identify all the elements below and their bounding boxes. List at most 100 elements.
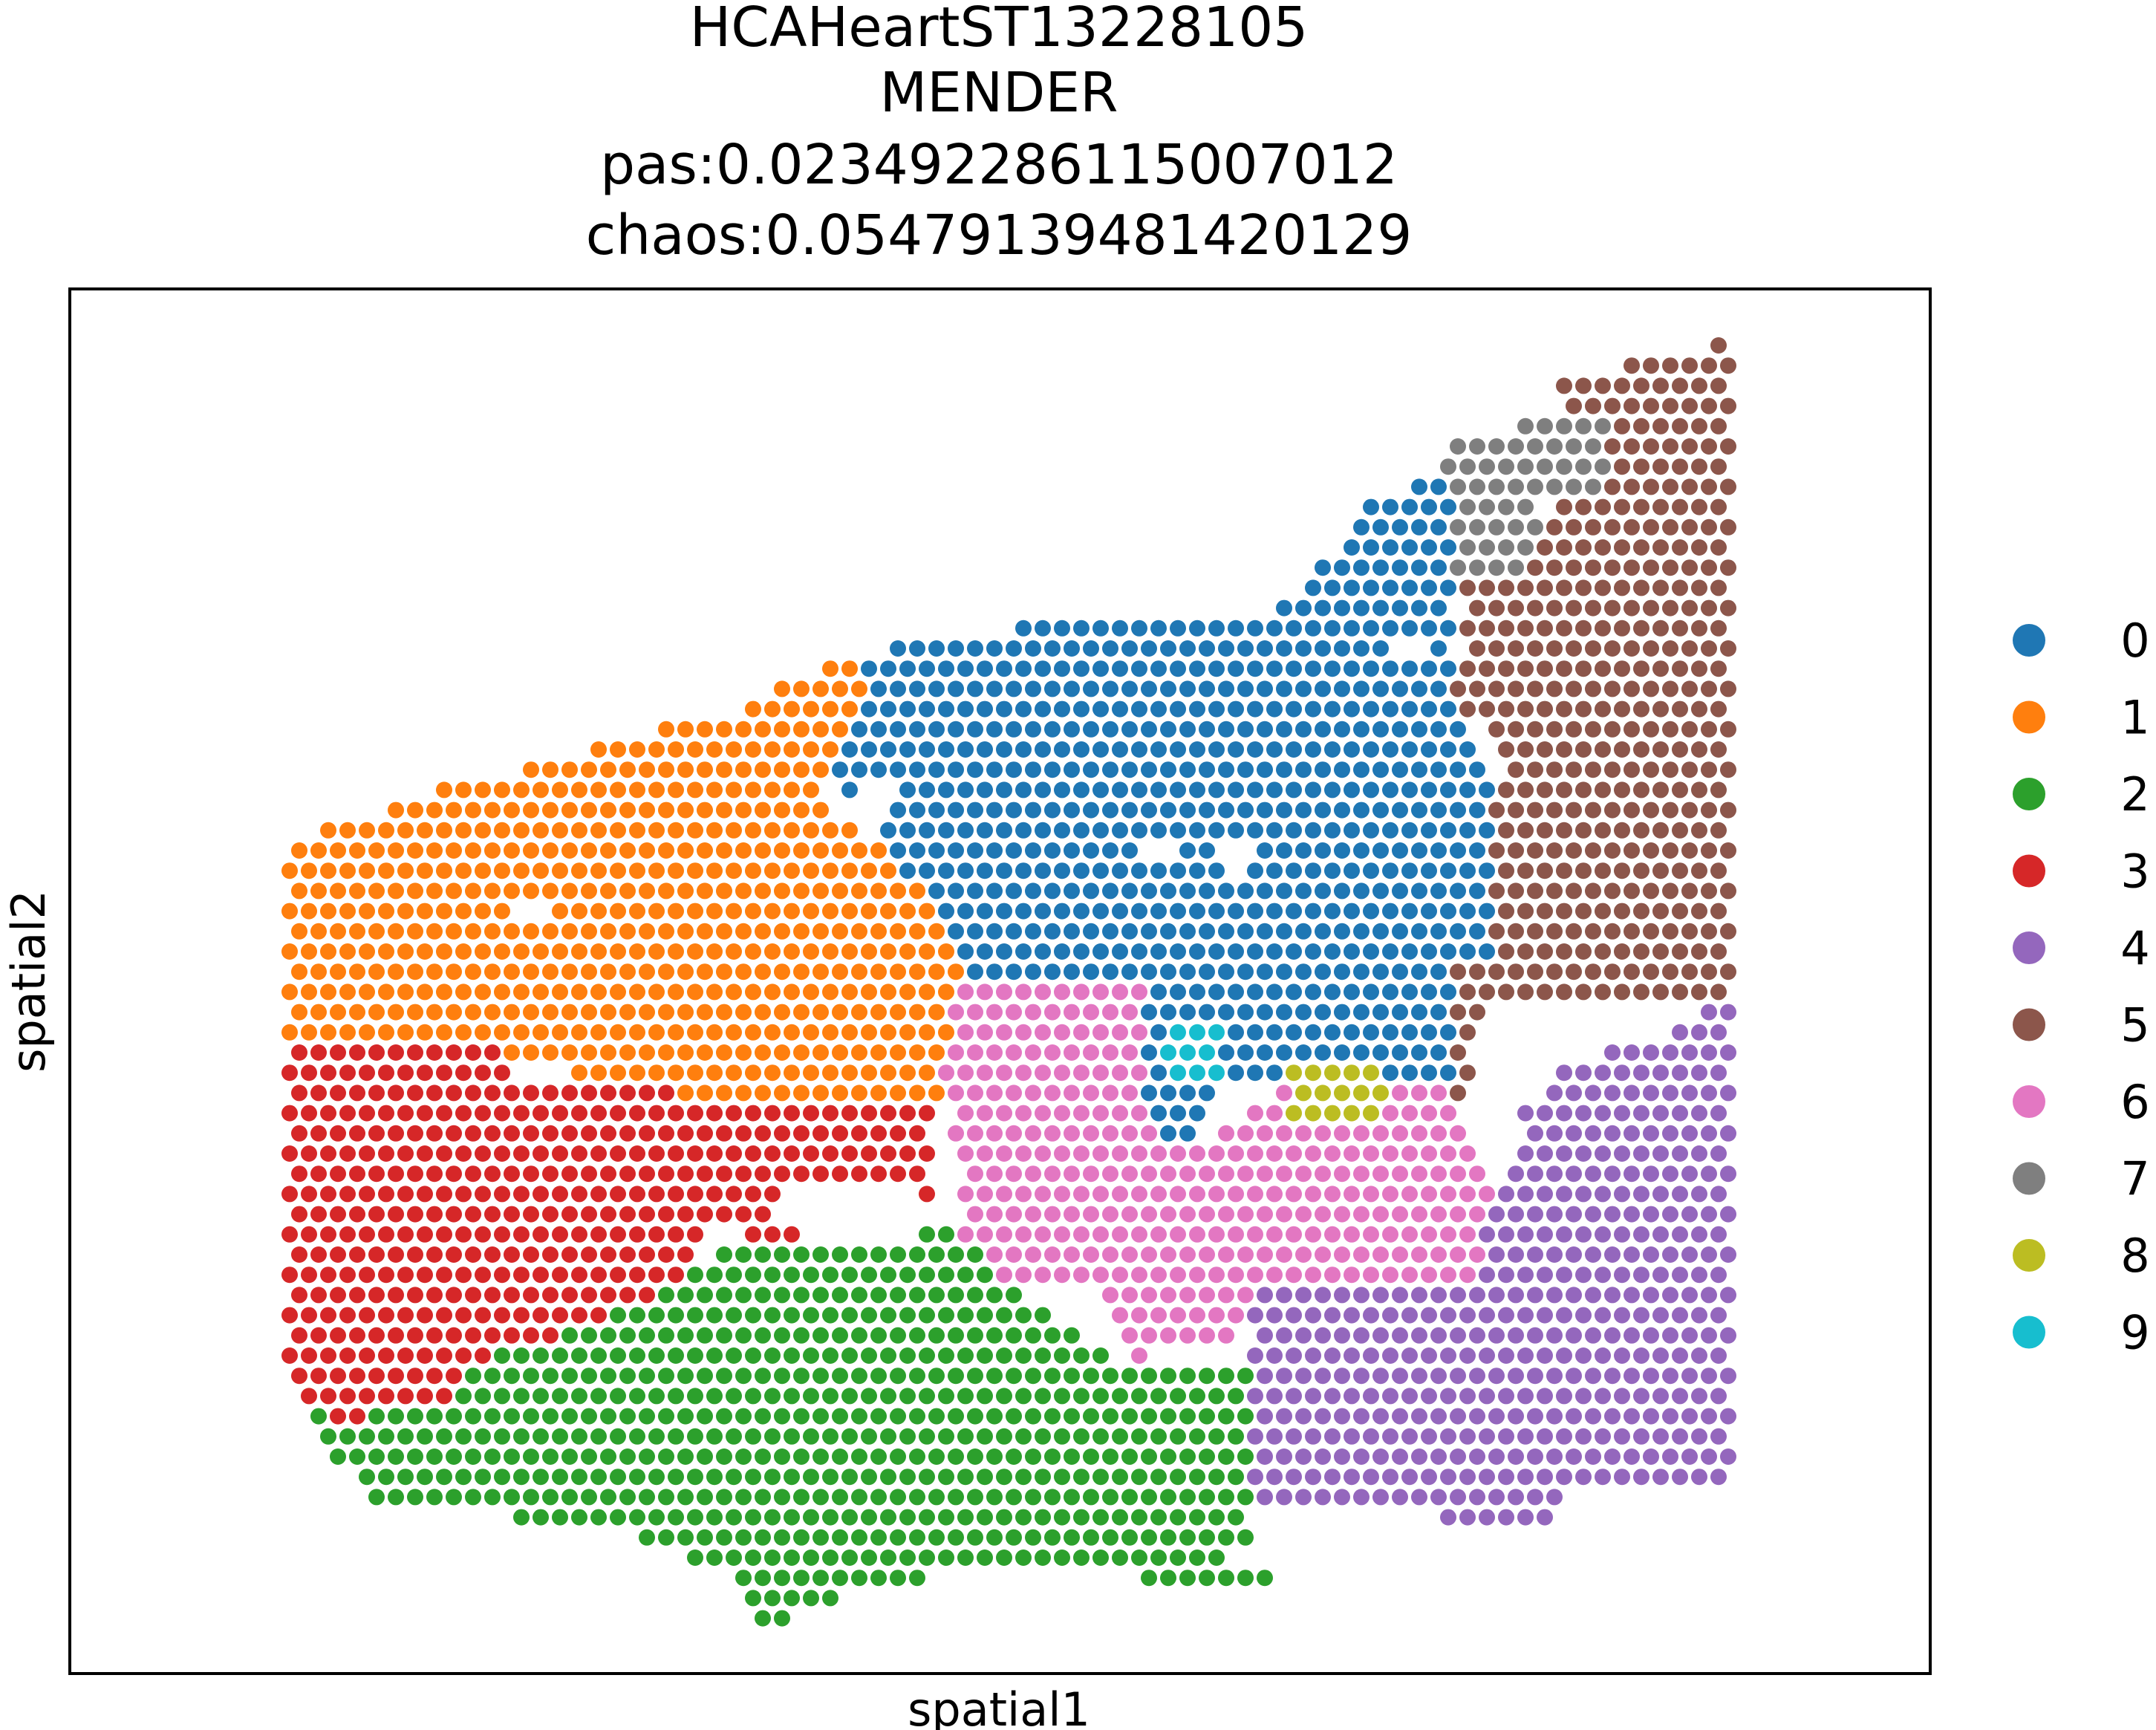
spot-cluster-0 xyxy=(1266,862,1283,879)
spot-cluster-1 xyxy=(417,903,433,920)
spot-cluster-1 xyxy=(561,1044,578,1061)
spot-cluster-5 xyxy=(1633,620,1649,637)
spot-cluster-2 xyxy=(909,1246,925,1263)
spot-cluster-1 xyxy=(610,1024,626,1041)
spot-cluster-5 xyxy=(1672,741,1688,758)
spot-cluster-6 xyxy=(1382,1186,1398,1203)
spot-cluster-2 xyxy=(928,1408,945,1425)
spot-cluster-5 xyxy=(1701,478,1717,495)
spot-cluster-0 xyxy=(1044,842,1061,859)
spot-cluster-5 xyxy=(1604,923,1621,940)
spot-cluster-0 xyxy=(1092,862,1109,879)
spot-cluster-5 xyxy=(1691,822,1707,839)
spot-cluster-3 xyxy=(658,1246,674,1263)
spot-cluster-2 xyxy=(1160,1529,1176,1546)
spot-cluster-5 xyxy=(1546,842,1563,859)
spot-cluster-6 xyxy=(996,983,1012,1001)
spot-cluster-0 xyxy=(1353,963,1370,981)
spot-cluster-1 xyxy=(581,1044,597,1061)
spot-cluster-5 xyxy=(1556,943,1572,960)
spot-cluster-4 xyxy=(1276,1408,1292,1425)
spot-cluster-2 xyxy=(1015,1388,1032,1405)
spot-cluster-6 xyxy=(1102,1084,1118,1102)
spot-cluster-9 xyxy=(1189,1064,1205,1082)
spot-cluster-3 xyxy=(368,1327,385,1344)
spot-cluster-6 xyxy=(1392,1084,1408,1102)
spot-cluster-0 xyxy=(1044,882,1061,900)
spot-cluster-0 xyxy=(1286,781,1302,799)
spot-cluster-3 xyxy=(301,1064,317,1082)
spot-cluster-1 xyxy=(668,903,684,920)
spot-cluster-3 xyxy=(436,1145,452,1162)
spot-cluster-0 xyxy=(1430,801,1447,819)
spot-cluster-1 xyxy=(764,700,781,718)
spot-cluster-6 xyxy=(1092,1105,1109,1122)
spot-cluster-0 xyxy=(1237,721,1254,738)
spot-cluster-4 xyxy=(1469,1489,1485,1506)
spot-cluster-5 xyxy=(1681,923,1698,940)
spot-cluster-2 xyxy=(726,1388,742,1405)
spot-cluster-0 xyxy=(1102,923,1118,940)
spot-cluster-3 xyxy=(446,1327,462,1344)
spot-cluster-5 xyxy=(1681,357,1698,374)
spot-cluster-1 xyxy=(784,1064,800,1082)
spot-cluster-3 xyxy=(668,1105,684,1122)
spot-cluster-4 xyxy=(1334,1408,1350,1425)
spot-cluster-1 xyxy=(571,983,587,1001)
spot-cluster-4 xyxy=(1575,1307,1592,1324)
spot-cluster-2 xyxy=(832,1408,848,1425)
spot-cluster-5 xyxy=(1701,599,1717,617)
spot-cluster-5 xyxy=(1633,700,1649,718)
spot-cluster-4 xyxy=(1344,1307,1360,1324)
spot-cluster-4 xyxy=(1701,1004,1717,1021)
spot-cluster-0 xyxy=(1141,1084,1157,1102)
spot-cluster-2 xyxy=(774,1408,790,1425)
spot-cluster-1 xyxy=(851,923,867,940)
spot-cluster-2 xyxy=(851,1368,867,1385)
spot-cluster-4 xyxy=(1546,1206,1563,1223)
spot-cluster-2 xyxy=(513,1509,530,1526)
spot-cluster-2 xyxy=(1064,1489,1080,1506)
spot-cluster-4 xyxy=(1488,1448,1505,1465)
spot-cluster-2 xyxy=(648,1469,665,1486)
spot-cluster-5 xyxy=(1595,620,1611,637)
spot-cluster-1 xyxy=(648,862,665,879)
spot-cluster-0 xyxy=(1150,741,1167,758)
spot-cluster-3 xyxy=(484,1125,501,1142)
spot-cluster-0 xyxy=(1469,842,1485,859)
spot-cluster-3 xyxy=(687,1226,703,1243)
spot-cluster-2 xyxy=(484,1408,501,1425)
spot-cluster-0 xyxy=(1218,721,1234,738)
spot-cluster-5 xyxy=(1643,882,1659,900)
spot-cluster-0 xyxy=(1411,842,1427,859)
spot-cluster-2 xyxy=(1189,1469,1205,1486)
spot-cluster-2 xyxy=(668,1388,684,1405)
spot-cluster-4 xyxy=(1720,1004,1736,1021)
spot-cluster-3 xyxy=(600,1165,616,1183)
spot-cluster-0 xyxy=(1044,640,1061,657)
spot-cluster-3 xyxy=(533,1226,549,1243)
spot-cluster-3 xyxy=(735,1206,752,1223)
spot-cluster-3 xyxy=(320,1307,336,1324)
spot-cluster-2 xyxy=(610,1307,626,1324)
spot-cluster-1 xyxy=(291,1004,307,1021)
spot-cluster-0 xyxy=(1295,882,1312,900)
spot-cluster-5 xyxy=(1556,822,1572,839)
spot-cluster-2 xyxy=(706,1509,723,1526)
spot-cluster-6 xyxy=(1372,1165,1389,1183)
spot-cluster-5 xyxy=(1537,700,1553,718)
spot-cluster-4 xyxy=(1517,1145,1534,1162)
spot-cluster-1 xyxy=(600,842,616,859)
spot-cluster-2 xyxy=(378,1428,394,1445)
spot-cluster-4 xyxy=(1324,1347,1341,1364)
spot-cluster-1 xyxy=(359,943,375,960)
spot-cluster-1 xyxy=(784,741,800,758)
spot-cluster-2 xyxy=(1179,1570,1196,1587)
spot-cluster-4 xyxy=(1643,1044,1659,1061)
spot-cluster-0 xyxy=(1073,862,1090,879)
spot-cluster-0 xyxy=(1208,903,1225,920)
spot-cluster-0 xyxy=(1363,539,1379,556)
spot-cluster-3 xyxy=(629,1266,645,1284)
spot-cluster-0 xyxy=(1150,1024,1167,1041)
spot-cluster-2 xyxy=(1141,1368,1157,1385)
